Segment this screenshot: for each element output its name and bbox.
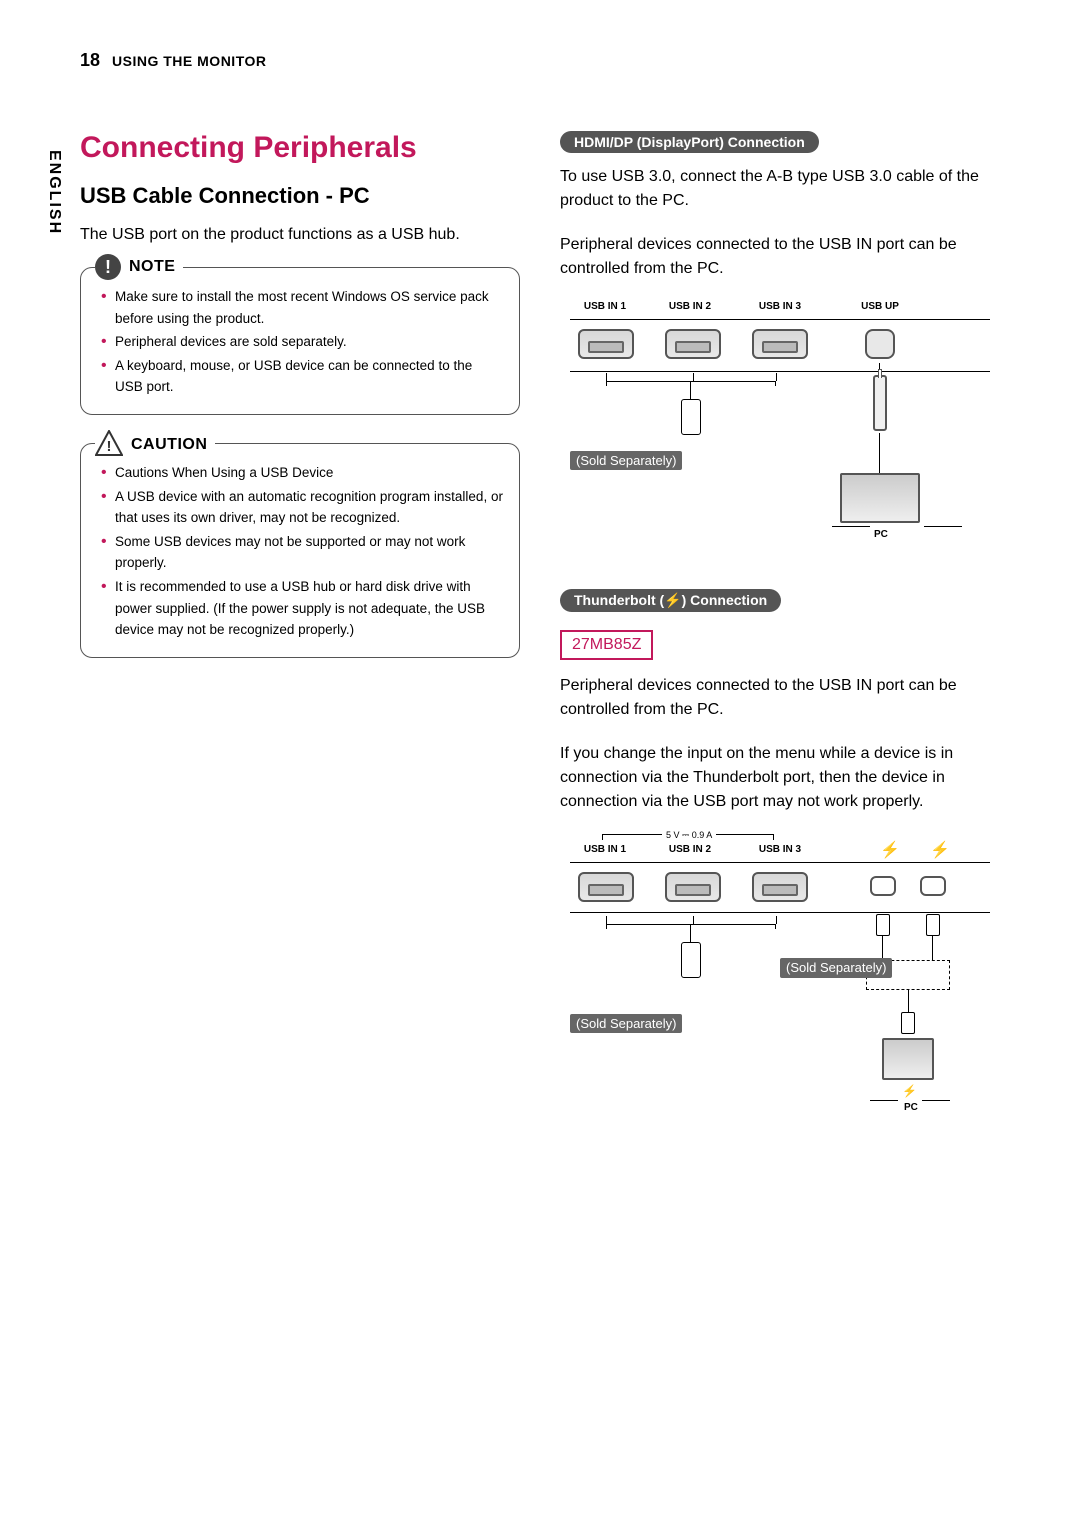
page-number: 18 bbox=[80, 50, 100, 71]
tb-plug-icon bbox=[926, 914, 940, 936]
header-title: USING THE MONITOR bbox=[112, 53, 266, 69]
language-tab: ENGLISH bbox=[45, 150, 63, 235]
tb-plug-icon bbox=[876, 914, 890, 936]
sold-separately-badge: (Sold Separately) bbox=[570, 451, 682, 470]
hdmi-p1: To use USB 3.0, connect the A-B type USB… bbox=[560, 165, 1000, 213]
port-label: USB IN 2 bbox=[660, 844, 720, 855]
caution-item: It is recommended to use a USB hub or ha… bbox=[101, 576, 503, 641]
thunderbolt-icon: ⚡ bbox=[880, 840, 900, 860]
line bbox=[932, 936, 933, 960]
thunderbolt-pill: Thunderbolt (⚡) Connection bbox=[560, 589, 781, 612]
caution-item: Cautions When Using a USB Device bbox=[101, 462, 503, 484]
usb-plug-icon bbox=[681, 942, 701, 978]
bracket-icon bbox=[606, 381, 776, 382]
line bbox=[606, 373, 607, 381]
amp-label: 5 V ⎓ 0.9 A bbox=[662, 830, 716, 841]
line bbox=[690, 381, 691, 399]
thunderbolt-port-icon bbox=[870, 876, 896, 896]
tb-p2: If you change the input on the menu whil… bbox=[560, 742, 1000, 814]
thunderbolt-icon: ⚡ bbox=[902, 1084, 917, 1098]
usb-port-icon bbox=[752, 329, 808, 359]
intro-text: The USB port on the product functions as… bbox=[80, 223, 520, 247]
line bbox=[776, 916, 777, 924]
tb-p1: Peripheral devices connected to the USB … bbox=[560, 674, 1000, 722]
panel-line bbox=[570, 862, 990, 863]
line bbox=[776, 373, 777, 381]
tb-plug-icon bbox=[901, 1012, 915, 1034]
usb-up-port-icon bbox=[865, 329, 895, 359]
model-box: 27MB85Z bbox=[560, 630, 653, 660]
line bbox=[882, 936, 883, 960]
caution-box: ! CAUTION Cautions When Using a USB Devi… bbox=[80, 443, 520, 658]
caution-list: Cautions When Using a USB Device A USB d… bbox=[97, 462, 503, 641]
note-list: Make sure to install the most recent Win… bbox=[97, 286, 503, 398]
usb-port-icon bbox=[578, 329, 634, 359]
line bbox=[693, 373, 694, 381]
line bbox=[870, 1100, 898, 1101]
note-item: Make sure to install the most recent Win… bbox=[101, 286, 503, 329]
port-label: USB UP bbox=[850, 301, 910, 312]
hdmi-diagram: USB IN 1 USB IN 2 USB IN 3 USB UP (Sold … bbox=[570, 301, 990, 561]
usb-port-icon bbox=[578, 872, 634, 902]
line bbox=[693, 916, 694, 924]
panel-line bbox=[570, 319, 990, 320]
note-box: ! NOTE Make sure to install the most rec… bbox=[80, 267, 520, 415]
line bbox=[908, 990, 909, 1012]
line bbox=[690, 924, 691, 942]
sold-separately-badge: (Sold Separately) bbox=[570, 1014, 682, 1033]
svg-text:!: ! bbox=[107, 438, 112, 455]
thunderbolt-diagram: 5 V ⎓ 0.9 A USB IN 1 USB IN 2 USB IN 3 ⚡… bbox=[570, 834, 990, 1134]
main-title: Connecting Peripherals bbox=[80, 131, 520, 165]
bracket-icon bbox=[606, 924, 776, 925]
line bbox=[924, 526, 962, 527]
usb-plug-icon bbox=[681, 399, 701, 435]
port-label: USB IN 2 bbox=[660, 301, 720, 312]
line bbox=[922, 1100, 950, 1101]
usb-cable-icon bbox=[873, 375, 887, 431]
note-header: ! NOTE bbox=[95, 254, 183, 280]
hdmi-pill: HDMI/DP (DisplayPort) Connection bbox=[560, 131, 819, 153]
caution-label: CAUTION bbox=[131, 436, 207, 454]
sub-title: USB Cable Connection - PC bbox=[80, 183, 520, 209]
caution-icon: ! bbox=[95, 430, 123, 461]
usb-port-icon bbox=[665, 872, 721, 902]
sold-separately-badge: (Sold Separately) bbox=[780, 958, 892, 978]
page-header: 18 USING THE MONITOR bbox=[80, 50, 1000, 71]
port-label: USB IN 1 bbox=[575, 844, 635, 855]
thunderbolt-port-icon bbox=[920, 876, 946, 896]
port-label: USB IN 1 bbox=[575, 301, 635, 312]
caution-item: A USB device with an automatic recogniti… bbox=[101, 486, 503, 529]
line bbox=[606, 916, 607, 924]
note-icon: ! bbox=[95, 254, 121, 280]
hdmi-p2: Peripheral devices connected to the USB … bbox=[560, 233, 1000, 281]
panel-line bbox=[570, 371, 990, 372]
panel-line bbox=[570, 912, 990, 913]
pc-label: PC bbox=[874, 529, 888, 540]
usb-port-icon bbox=[752, 872, 808, 902]
left-column: Connecting Peripherals USB Cable Connect… bbox=[80, 131, 520, 1162]
line bbox=[879, 433, 880, 473]
note-item: Peripheral devices are sold separately. bbox=[101, 331, 503, 353]
pc-icon bbox=[882, 1038, 934, 1080]
right-column: HDMI/DP (DisplayPort) Connection To use … bbox=[560, 131, 1000, 1162]
port-label: USB IN 3 bbox=[750, 301, 810, 312]
line bbox=[832, 526, 870, 527]
thunderbolt-icon: ⚡ bbox=[930, 840, 950, 860]
caution-item: Some USB devices may not be supported or… bbox=[101, 531, 503, 574]
note-label: NOTE bbox=[129, 258, 175, 276]
pc-label: PC bbox=[904, 1102, 918, 1113]
caution-header: ! CAUTION bbox=[95, 430, 215, 461]
usb-port-icon bbox=[665, 329, 721, 359]
port-label: USB IN 3 bbox=[750, 844, 810, 855]
pc-icon bbox=[840, 473, 920, 523]
note-item: A keyboard, mouse, or USB device can be … bbox=[101, 355, 503, 398]
